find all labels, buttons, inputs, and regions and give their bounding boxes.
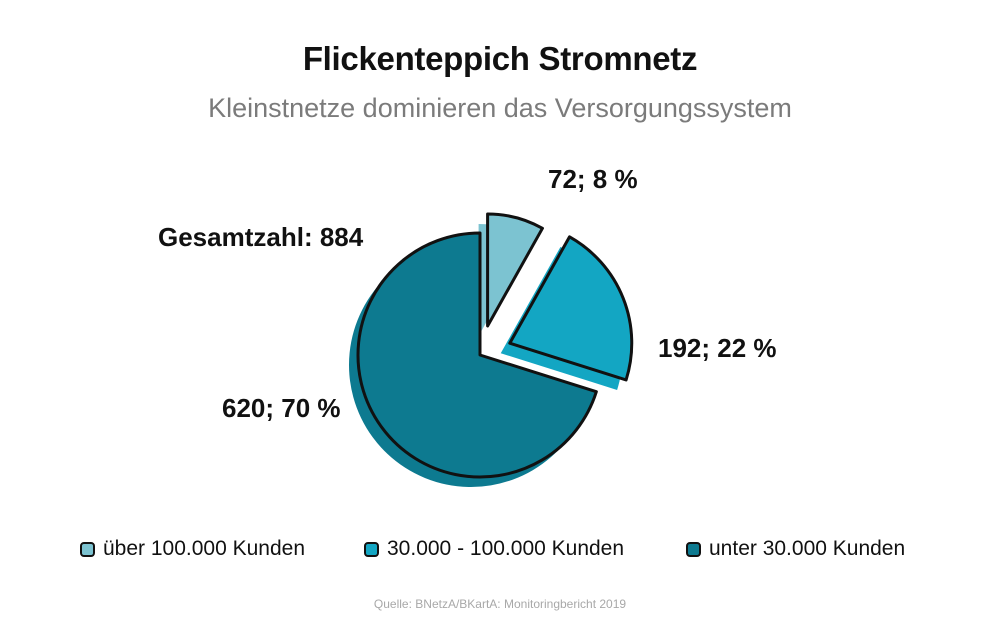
- legend-label: 30.000 - 100.000 Kunden: [387, 537, 625, 560]
- pie-slice: [486, 212, 544, 328]
- legend-swatch: [80, 541, 95, 557]
- legend-item-ueber-100000: über 100.000 Kunden: [80, 537, 305, 561]
- chart-title: Flickenteppich Stromnetz: [302, 40, 698, 77]
- slice-label: 72; 8 %: [548, 164, 638, 194]
- legend-item-unter-30000: unter 30.000 Kunden: [686, 537, 905, 561]
- source-note: Quelle: BNetzA/BKartA: Monitoringbericht…: [373, 597, 627, 611]
- slice-label: 192; 22 %: [658, 333, 777, 363]
- chart-subtitle: Kleinstnetze dominieren das Versorgungss…: [208, 93, 792, 123]
- pie-slices: [356, 212, 634, 479]
- legend: über 100.000 Kunden 30.000 - 100.000 Kun…: [0, 537, 1000, 567]
- total-label: Gesamtzahl: 884: [158, 222, 364, 252]
- pie-slice: [508, 235, 634, 382]
- pie-slice: [356, 231, 598, 479]
- legend-item-30000-100000: 30.000 - 100.000 Kunden: [364, 537, 624, 561]
- legend-label: unter 30.000 Kunden: [709, 537, 906, 560]
- slice-label: 620; 70 %: [222, 393, 341, 423]
- legend-swatch: [364, 541, 379, 557]
- legend-label: über 100.000 Kunden: [103, 537, 306, 560]
- legend-swatch: [686, 541, 701, 557]
- slice-labels: 72; 8 % 192; 22 % 620; 70 %: [222, 164, 777, 423]
